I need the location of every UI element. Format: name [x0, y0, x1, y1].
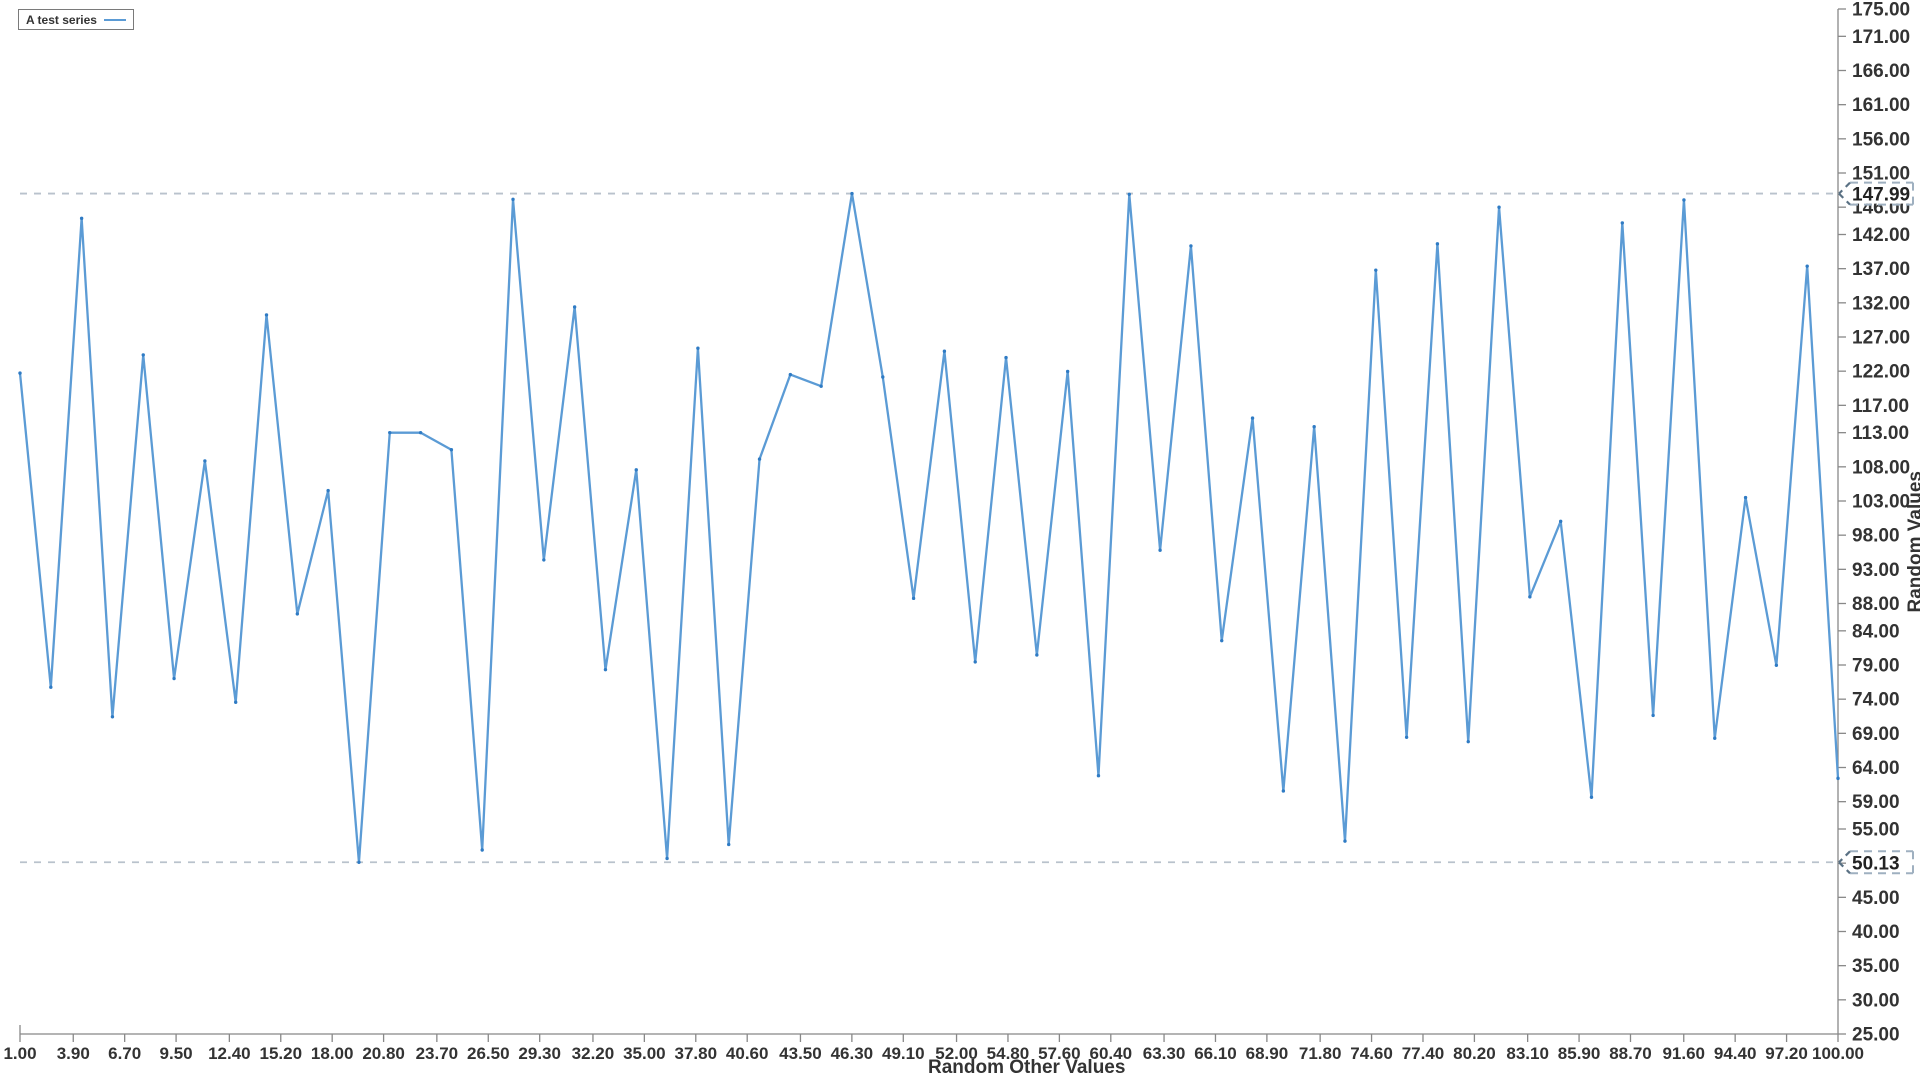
svg-text:37.80: 37.80: [675, 1044, 718, 1063]
svg-text:49.10: 49.10: [882, 1044, 925, 1063]
svg-text:108.00: 108.00: [1852, 457, 1910, 478]
svg-text:100.00: 100.00: [1812, 1044, 1864, 1063]
svg-text:32.20: 32.20: [572, 1044, 615, 1063]
svg-text:88.00: 88.00: [1852, 594, 1900, 615]
svg-text:84.00: 84.00: [1852, 621, 1900, 642]
svg-text:175.00: 175.00: [1852, 0, 1910, 21]
svg-text:142.00: 142.00: [1852, 225, 1910, 246]
svg-text:77.40: 77.40: [1402, 1044, 1445, 1063]
svg-text:85.90: 85.90: [1558, 1044, 1601, 1063]
svg-text:40.60: 40.60: [726, 1044, 769, 1063]
svg-text:122.00: 122.00: [1852, 362, 1910, 383]
svg-text:171.00: 171.00: [1852, 27, 1910, 48]
svg-text:55.00: 55.00: [1852, 820, 1900, 841]
svg-text:166.00: 166.00: [1852, 61, 1910, 82]
svg-text:15.20: 15.20: [259, 1044, 302, 1063]
svg-text:137.00: 137.00: [1852, 259, 1910, 280]
svg-text:127.00: 127.00: [1852, 328, 1910, 349]
svg-text:98.00: 98.00: [1852, 526, 1900, 547]
svg-text:66.10: 66.10: [1194, 1044, 1237, 1063]
svg-text:25.00: 25.00: [1852, 1025, 1900, 1046]
svg-text:40.00: 40.00: [1852, 922, 1900, 943]
svg-text:45.00: 45.00: [1852, 888, 1900, 909]
svg-text:117.00: 117.00: [1852, 396, 1909, 417]
svg-text:80.20: 80.20: [1453, 1044, 1496, 1063]
svg-text:23.70: 23.70: [416, 1044, 459, 1063]
svg-text:20.80: 20.80: [362, 1044, 405, 1063]
svg-text:68.90: 68.90: [1246, 1044, 1289, 1063]
svg-text:97.20: 97.20: [1765, 1044, 1808, 1063]
svg-text:12.40: 12.40: [208, 1044, 251, 1063]
svg-text:30.00: 30.00: [1852, 990, 1900, 1011]
svg-text:161.00: 161.00: [1852, 95, 1910, 116]
svg-text:74.00: 74.00: [1852, 690, 1900, 711]
svg-text:63.30: 63.30: [1143, 1044, 1186, 1063]
svg-text:94.40: 94.40: [1714, 1044, 1757, 1063]
svg-text:91.60: 91.60: [1662, 1044, 1705, 1063]
svg-text:151.00: 151.00: [1852, 164, 1910, 185]
svg-text:83.10: 83.10: [1506, 1044, 1549, 1063]
svg-text:93.00: 93.00: [1852, 560, 1900, 581]
svg-text:59.00: 59.00: [1852, 792, 1900, 813]
svg-text:29.30: 29.30: [518, 1044, 561, 1063]
svg-text:50.13: 50.13: [1852, 853, 1900, 874]
svg-text:132.00: 132.00: [1852, 293, 1910, 314]
svg-text:1.00: 1.00: [3, 1044, 36, 1063]
svg-text:43.50: 43.50: [779, 1044, 822, 1063]
svg-text:71.80: 71.80: [1299, 1044, 1342, 1063]
svg-text:88.70: 88.70: [1609, 1044, 1652, 1063]
svg-text:103.00: 103.00: [1852, 492, 1910, 513]
svg-text:79.00: 79.00: [1852, 656, 1900, 677]
svg-text:113.00: 113.00: [1852, 423, 1909, 444]
svg-text:74.60: 74.60: [1350, 1044, 1393, 1063]
svg-text:9.50: 9.50: [160, 1044, 193, 1063]
svg-text:35.00: 35.00: [623, 1044, 666, 1063]
svg-text:156.00: 156.00: [1852, 129, 1910, 150]
svg-text:3.90: 3.90: [57, 1044, 90, 1063]
svg-text:35.00: 35.00: [1852, 956, 1900, 977]
svg-text:147.99: 147.99: [1852, 185, 1910, 206]
svg-text:26.50: 26.50: [467, 1044, 510, 1063]
svg-text:64.00: 64.00: [1852, 758, 1900, 779]
svg-text:6.70: 6.70: [108, 1044, 141, 1063]
svg-text:18.00: 18.00: [311, 1044, 354, 1063]
svg-text:46.30: 46.30: [831, 1044, 874, 1063]
svg-text:69.00: 69.00: [1852, 724, 1900, 745]
